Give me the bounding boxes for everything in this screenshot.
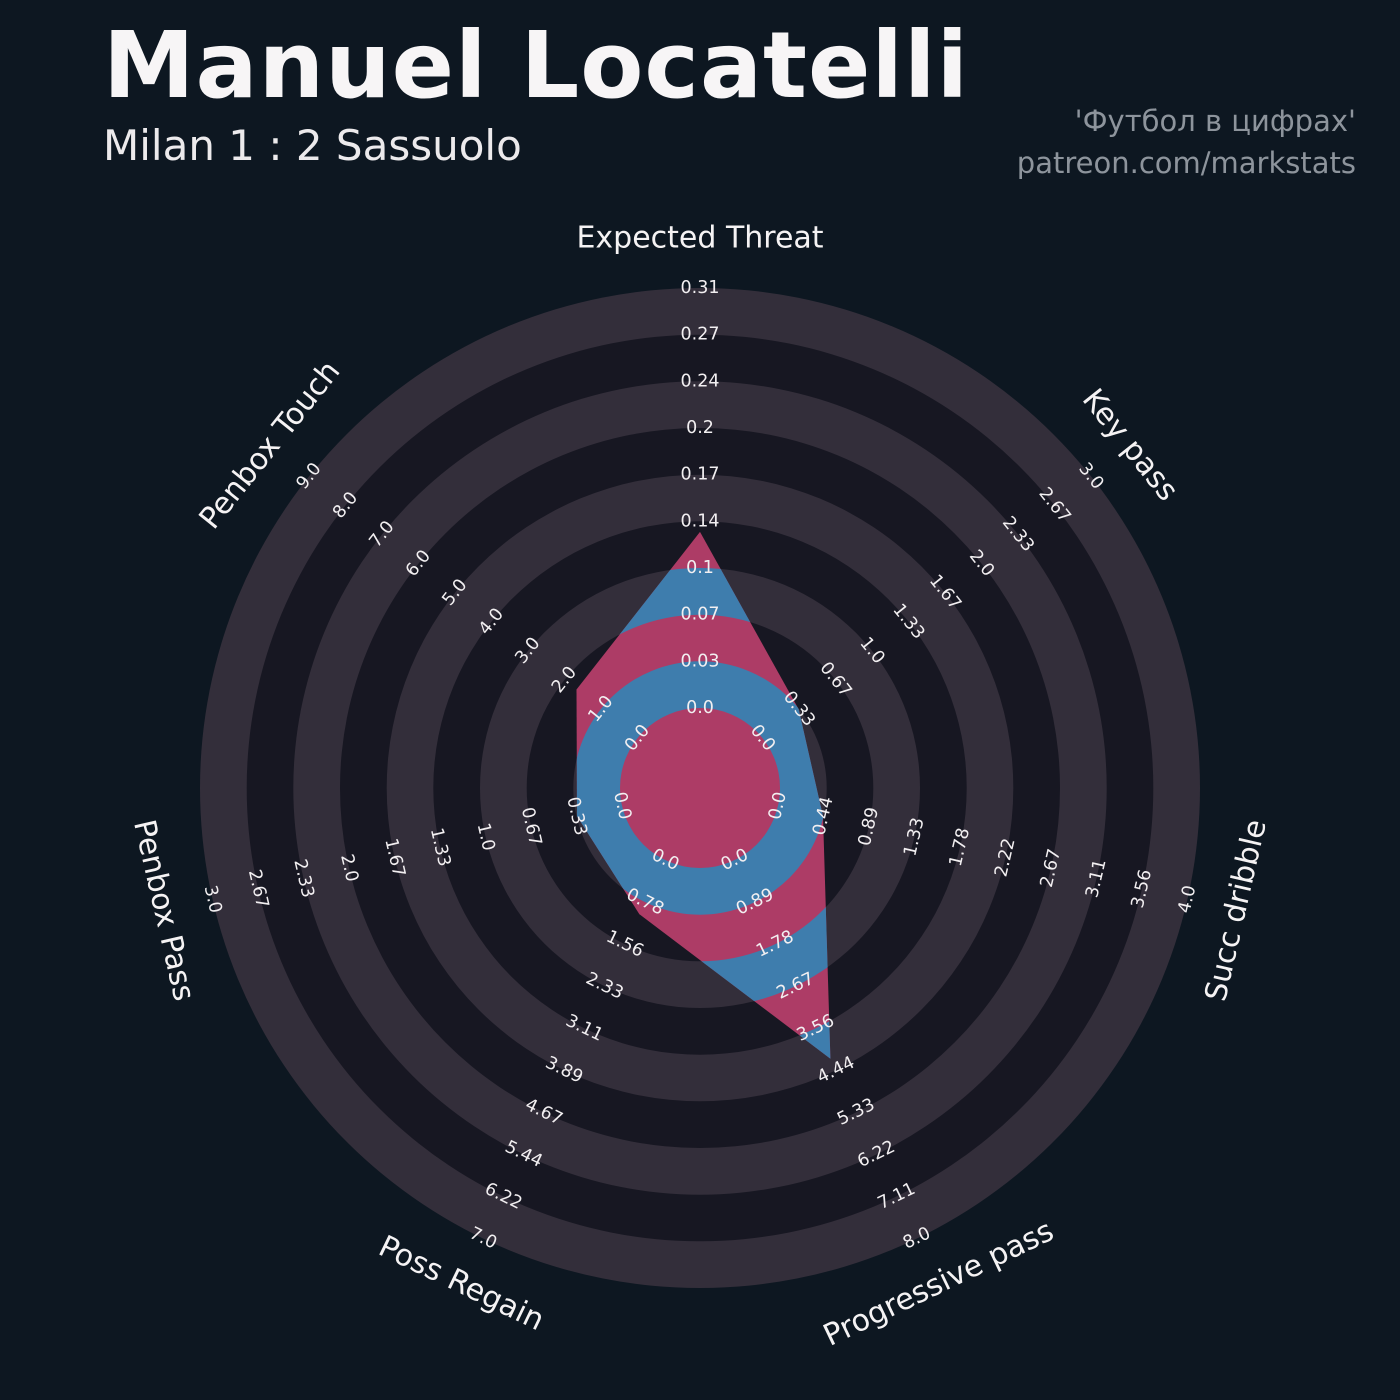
match-score: Milan 1 : 2 Sassuolo <box>103 120 522 170</box>
radar-polygon-bands <box>576 531 831 1059</box>
tick-label: 0.14 <box>681 511 720 531</box>
tick-label: 0.1 <box>686 558 714 578</box>
radar-polygon <box>576 531 831 1059</box>
credits: 'Футбол в цифрах' patreon.com/markstats <box>1017 100 1356 184</box>
axis-title: Expected Threat <box>576 221 823 256</box>
credit-brand: 'Футбол в цифрах' <box>1074 104 1356 138</box>
tick-label: 0.0 <box>686 698 714 718</box>
tick-label: 0.17 <box>681 465 720 485</box>
tick-label: 0.24 <box>681 371 720 391</box>
player-name: Manuel Locatelli <box>103 12 970 119</box>
credit-patreon-link: patreon.com/markstats <box>1016 146 1356 181</box>
tick-label: 0.2 <box>686 418 714 438</box>
tick-label: 0.03 <box>681 651 720 671</box>
tick-label: 0.07 <box>681 605 720 625</box>
header: Manuel Locatelli Milan 1 : 2 Sassuolo <box>103 12 970 170</box>
tick-label: 0.27 <box>681 325 720 345</box>
tick-label: 0.31 <box>681 278 720 298</box>
